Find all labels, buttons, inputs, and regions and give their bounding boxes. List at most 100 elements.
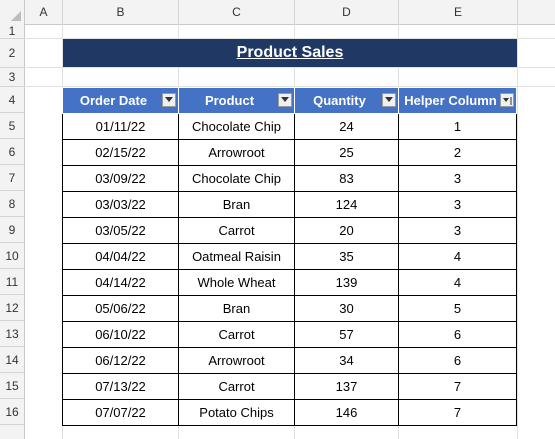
column-header-c[interactable]: C [179,0,295,24]
helper-cell[interactable]: 7 [398,373,517,400]
quantity-cell[interactable]: 83 [294,165,399,192]
product-cell[interactable]: Chocolate Chip [178,165,295,192]
order-date-cell[interactable]: 07/07/22 [62,399,179,426]
filter-dropdown-icon[interactable] [162,93,176,107]
quantity-cell[interactable]: 25 [294,139,399,166]
row-header[interactable]: 12 [0,295,24,321]
product-cell[interactable]: Carrot [178,373,295,400]
product-cell[interactable]: Bran [178,295,295,322]
product-cell[interactable]: Oatmeal Raisin [178,243,295,270]
row-header[interactable]: 6 [0,139,24,165]
filter-dropdown-icon[interactable] [382,93,396,107]
helper-cell[interactable]: 3 [398,217,517,244]
column-header-e[interactable]: E [399,0,518,24]
quantity-cell[interactable]: 20 [294,217,399,244]
product-cell[interactable]: Carrot [178,217,295,244]
product-cell[interactable]: Chocolate Chip [178,113,295,140]
helper-cell[interactable]: 6 [398,347,517,374]
product-cell[interactable]: Bran [178,191,295,218]
product-sales-table: Order Date Product Quantity Helper Colum… [62,87,517,426]
table-row: 02/15/22 Arrowroot 25 2 [62,139,517,166]
column-header-b[interactable]: B [63,0,179,24]
row-header[interactable]: 1 [0,24,24,39]
product-cell[interactable]: Carrot [178,321,295,348]
quantity-cell[interactable]: 137 [294,373,399,400]
sheet-title[interactable]: Product Sales [63,39,517,67]
order-date-cell[interactable]: 04/14/22 [62,269,179,296]
helper-cell[interactable]: 2 [398,139,517,166]
filter-dropdown-icon[interactable] [278,93,292,107]
quantity-cell[interactable]: 146 [294,399,399,426]
header-order-date[interactable]: Order Date [62,87,179,114]
product-cell[interactable]: Whole Wheat [178,269,295,296]
row-header[interactable]: 8 [0,191,24,217]
helper-cell[interactable]: 4 [398,269,517,296]
header-product[interactable]: Product [178,87,295,114]
helper-cell[interactable]: 7 [398,399,517,426]
row-header[interactable]: 4 [0,87,24,113]
helper-cell[interactable]: 4 [398,243,517,270]
row-header[interactable]: 14 [0,347,24,373]
table-row: 03/03/22 Bran 124 3 [62,191,517,218]
row-header[interactable]: 9 [0,217,24,243]
quantity-cell[interactable]: 57 [294,321,399,348]
select-all-corner[interactable] [0,0,25,24]
table-row: 06/10/22 Carrot 57 6 [62,321,517,348]
gridline [24,86,555,87]
sort-filter-icon[interactable] [500,93,514,107]
row-header[interactable]: 11 [0,269,24,295]
order-date-cell[interactable]: 04/04/22 [62,243,179,270]
header-label: Product [204,93,255,108]
product-cell[interactable]: Arrowroot [178,347,295,374]
header-label: Quantity [313,93,366,108]
row-header[interactable]: 3 [0,68,24,87]
order-date-cell[interactable]: 05/06/22 [62,295,179,322]
quantity-cell[interactable]: 34 [294,347,399,374]
table-row: 01/11/22 Chocolate Chip 24 1 [62,113,517,140]
table-row: 06/12/22 Arrowroot 34 6 [62,347,517,374]
column-header-f[interactable] [518,0,555,24]
quantity-cell[interactable]: 124 [294,191,399,218]
order-date-cell[interactable]: 02/15/22 [62,139,179,166]
helper-cell[interactable]: 3 [398,165,517,192]
order-date-cell[interactable]: 03/03/22 [62,191,179,218]
header-label: Helper Column [404,93,497,108]
row-header[interactable]: 7 [0,165,24,191]
quantity-cell[interactable]: 24 [294,113,399,140]
table-header-row: Order Date Product Quantity Helper Colum… [62,87,517,114]
row-header[interactable]: 10 [0,243,24,269]
product-cell[interactable]: Arrowroot [178,139,295,166]
table-row: 04/14/22 Whole Wheat 139 4 [62,269,517,296]
quantity-cell[interactable]: 30 [294,295,399,322]
row-header[interactable]: 2 [0,39,24,68]
order-date-cell[interactable]: 07/13/22 [62,373,179,400]
header-quantity[interactable]: Quantity [294,87,399,114]
order-date-cell[interactable]: 03/09/22 [62,165,179,192]
column-header-a[interactable]: A [25,0,63,24]
quantity-cell[interactable]: 139 [294,269,399,296]
gridline [24,38,555,39]
helper-cell[interactable]: 6 [398,321,517,348]
header-helper-column[interactable]: Helper Column [398,87,517,114]
gridline [24,67,555,68]
row-header[interactable]: 15 [0,373,24,399]
helper-cell[interactable]: 1 [398,113,517,140]
helper-cell[interactable]: 5 [398,295,517,322]
table-row: 03/05/22 Carrot 20 3 [62,217,517,244]
quantity-cell[interactable]: 35 [294,243,399,270]
order-date-cell[interactable]: 03/05/22 [62,217,179,244]
row-header-bar: 1 2 3 4 5 6 7 8 9 10 11 12 13 14 15 16 [0,24,25,439]
order-date-cell[interactable]: 06/10/22 [62,321,179,348]
order-date-cell[interactable]: 01/11/22 [62,113,179,140]
table-row: 07/07/22 Potato Chips 146 7 [62,399,517,426]
helper-cell[interactable]: 3 [398,191,517,218]
row-header[interactable]: 13 [0,321,24,347]
row-header[interactable]: 5 [0,113,24,139]
row-header[interactable]: 16 [0,399,24,425]
table-row: 07/13/22 Carrot 137 7 [62,373,517,400]
column-header-d[interactable]: D [295,0,399,24]
order-date-cell[interactable]: 06/12/22 [62,347,179,374]
gridline [517,24,518,439]
product-cell[interactable]: Potato Chips [178,399,295,426]
